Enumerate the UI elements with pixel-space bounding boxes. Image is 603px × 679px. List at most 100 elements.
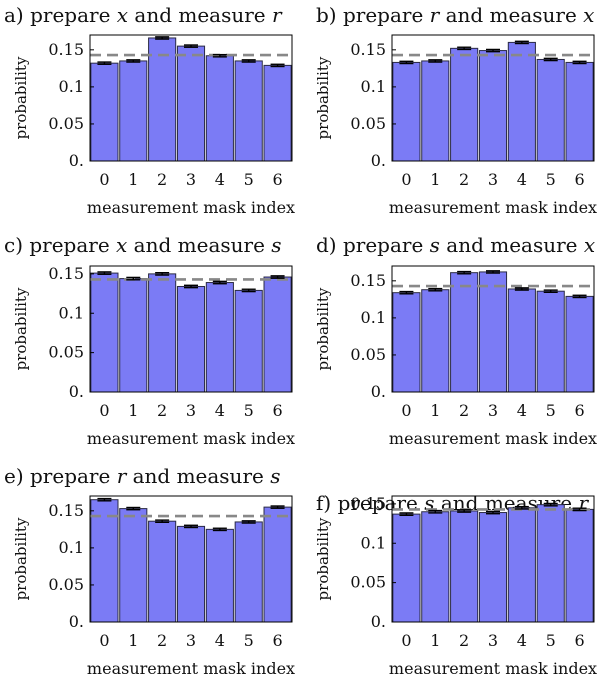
error-bar [514, 287, 529, 291]
bar [478, 50, 508, 162]
bar [148, 273, 177, 393]
x-tick-label: 1 [430, 631, 440, 650]
x-tick-label: 5 [244, 170, 254, 189]
error-bar [270, 63, 285, 68]
x-tick-label: 6 [272, 170, 282, 189]
y-tick-label: 0. [69, 612, 84, 631]
title-part: r [117, 464, 128, 488]
error-bar [97, 271, 112, 275]
title-part: c) prepare [4, 233, 116, 257]
y-tick-label: 0. [69, 382, 84, 401]
title-part: e) prepare [4, 464, 117, 488]
y-tick-label: 0.15 [48, 40, 84, 59]
bar [205, 528, 234, 623]
error-bar [572, 294, 587, 299]
error-bar [212, 53, 227, 58]
title-part: r [272, 3, 283, 27]
bar [565, 295, 594, 393]
y-tick-label: 0.15 [350, 494, 386, 513]
y-axis-label: probability [314, 287, 332, 370]
error-bar [155, 36, 170, 40]
panel-a: a) prepare x and measure r 0. 0.05 0.1 0.15 0… [4, 3, 295, 217]
error-bar [97, 61, 112, 65]
y-tick-label: 0. [69, 151, 84, 170]
bar [148, 520, 177, 623]
y-tick-label: 0.1 [59, 303, 84, 322]
panel-f: f) prepare s and measure r0.0.050.10.150… [314, 491, 597, 678]
bar [90, 62, 119, 162]
title-part: r [578, 491, 589, 515]
error-bar [126, 506, 141, 511]
x-tick-label: 1 [128, 401, 138, 420]
error-bar [399, 60, 414, 65]
bar [478, 271, 508, 393]
y-tick-label: 0.1 [59, 538, 84, 557]
x-axis-label: measurement mask index [389, 429, 597, 448]
title-part: s [424, 491, 434, 515]
bar [263, 506, 292, 623]
plot-frame [89, 265, 293, 393]
bar [205, 282, 234, 393]
x-axis-label: measurement mask index [87, 198, 295, 217]
panel-e: e) prepare r and measure s 0. 0.05 0.1 0.15 0… [4, 464, 295, 678]
y-tick-label: 0.15 [48, 264, 84, 283]
x-tick-label: 1 [430, 401, 440, 420]
error-bar [97, 497, 112, 502]
y-tick-label: 0.1 [361, 308, 386, 327]
bar [263, 276, 292, 393]
panel-c: c) prepare x and measure s 0. 0.05 0.1 0.15 0… [4, 233, 295, 448]
error-bar [428, 287, 443, 292]
y-axis-label: probability [314, 56, 332, 139]
y-tick-label: 0.05 [48, 575, 84, 594]
panel-title: e) prepare r and measure s [4, 464, 280, 488]
title-part: and measure [128, 3, 272, 27]
plot-frame [391, 495, 595, 623]
error-bar [270, 275, 285, 279]
bar [392, 513, 421, 623]
x-tick-label: 0 [99, 631, 109, 650]
bar [565, 61, 594, 162]
x-tick-label: 4 [517, 401, 527, 420]
bar [263, 64, 292, 162]
error-bar [399, 290, 414, 295]
error-bar [572, 60, 587, 65]
error-bar [486, 510, 500, 515]
title-part: f) prepare [316, 491, 424, 515]
title-part: d) prepare [316, 233, 430, 257]
error-bar [184, 524, 198, 529]
bar [205, 55, 234, 162]
x-tick-label: 4 [215, 170, 225, 189]
x-axis-label: measurement mask index [389, 659, 597, 678]
x-tick-label: 0 [401, 401, 411, 420]
y-tick-label: 0.1 [361, 77, 386, 96]
error-bar [212, 280, 227, 285]
y-tick-label: 0. [371, 382, 386, 401]
title-part: and measure [439, 3, 583, 27]
y-tick-label: 0.1 [59, 77, 84, 96]
bar [421, 289, 450, 393]
bar [119, 60, 148, 162]
error-bar [428, 509, 443, 514]
title-part: x [584, 233, 595, 257]
error-bar [241, 288, 256, 293]
plot-frame [391, 34, 595, 162]
x-tick-label: 5 [546, 170, 556, 189]
bar [536, 290, 565, 393]
bar [176, 45, 206, 162]
error-bar [486, 48, 500, 53]
x-tick-label: 4 [215, 631, 225, 650]
x-tick-label: 3 [488, 170, 498, 189]
y-axis-label: probability [12, 287, 30, 370]
title-part: s [270, 464, 280, 488]
error-bar [184, 44, 198, 48]
x-tick-label: 0 [401, 170, 411, 189]
error-bar [514, 505, 529, 510]
x-tick-label: 5 [244, 631, 254, 650]
panel-d: d) prepare s and measure x 0. 0.05 0.1 0.15 0… [314, 233, 597, 448]
error-bar [457, 46, 472, 51]
error-bar [486, 270, 500, 274]
bar [536, 504, 565, 623]
x-tick-label: 2 [459, 631, 469, 650]
y-tick-label: 0.05 [350, 114, 386, 133]
